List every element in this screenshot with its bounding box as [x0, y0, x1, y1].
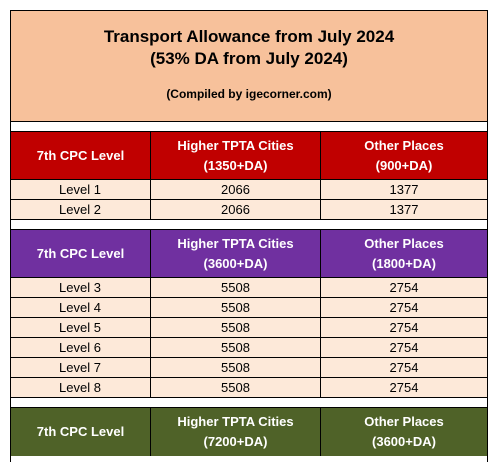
higher-amount-cell: 5508 — [151, 378, 321, 397]
header-row-levels-1-2: 7th CPC Level Higher TPTA Cities (1350+D… — [11, 132, 487, 180]
header-other-places-rate: (900+DA) — [375, 157, 433, 173]
header-higher-tpta-rate: (1350+DA) — [203, 157, 268, 173]
table-row: Level 3 5508 2754 — [11, 278, 487, 298]
header-higher-tpta-rate: (7200+DA) — [203, 434, 268, 449]
table-title: Transport Allowance from July 2024 — [103, 27, 395, 46]
other-amount-cell: 2754 — [389, 320, 419, 335]
table-row: Level 6 5508 2754 — [11, 338, 487, 358]
header-higher-tpta: Higher TPTA Cities (1350+DA) — [151, 132, 321, 179]
header-higher-tpta-title: Higher TPTA Cities — [177, 414, 294, 429]
header-other-places-title: Other Places — [364, 235, 444, 251]
header-higher-tpta: Higher TPTA Cities (7200+DA) — [151, 408, 321, 456]
other-amount-cell: 1377 — [389, 202, 419, 217]
header-other-places-rate: (1800+DA) — [372, 255, 436, 271]
header-other-places-title: Other Places — [364, 137, 444, 153]
higher-amount-cell: 2066 — [151, 200, 321, 219]
other-amount-cell: 2754 — [389, 380, 419, 395]
header-higher-tpta-rate: (3600+DA) — [203, 255, 268, 271]
header-higher-tpta: Higher TPTA Cities (3600+DA) — [151, 230, 321, 277]
allowance-table: Transport Allowance from July 2024 (53% … — [10, 10, 488, 462]
level-cell: Level 2 — [11, 200, 151, 219]
level-cell: Level 1 — [11, 180, 151, 199]
header-other-places-rate: (3600+DA) — [372, 434, 436, 449]
other-amount-cell: 2754 — [389, 300, 419, 315]
spacer-row — [11, 122, 487, 132]
table-row: Level 1 2066 1377 — [11, 180, 487, 200]
header-row-levels-9-plus: 7th CPC Level Higher TPTA Cities (7200+D… — [11, 408, 487, 456]
table-row: Level 8 5508 2754 — [11, 378, 487, 398]
level-cell: Level 8 — [11, 378, 151, 397]
table-row: Level 5 5508 2754 — [11, 318, 487, 338]
table-row: Level 7 5508 2754 — [11, 358, 487, 378]
level-cell: Level 6 — [11, 338, 151, 357]
other-amount-cell: 1377 — [389, 182, 419, 197]
table-row: Level 4 5508 2754 — [11, 298, 487, 318]
higher-amount-cell: 5508 — [151, 298, 321, 317]
level-cell: Level 5 — [11, 318, 151, 337]
level-cell: Level 4 — [11, 298, 151, 317]
header-other-places: Other Places (3600+DA) — [321, 408, 487, 456]
higher-amount-cell: 5508 — [151, 338, 321, 357]
table-row: Level 2 2066 1377 — [11, 200, 487, 220]
header-cpc-level: 7th CPC Level — [11, 408, 151, 456]
higher-amount-cell: 5508 — [151, 278, 321, 297]
header-other-places: Other Places (1800+DA) — [321, 230, 487, 277]
header-other-places: Other Places (900+DA) — [321, 132, 487, 179]
spacer-row — [11, 220, 487, 230]
header-higher-tpta-title: Higher TPTA Cities — [177, 137, 294, 153]
header-cpc-level: 7th CPC Level — [11, 230, 151, 277]
other-amount-cell: 2754 — [389, 340, 419, 355]
other-amount-cell: 2754 — [389, 360, 419, 375]
header-cpc-level: 7th CPC Level — [11, 132, 151, 179]
header-other-places-title: Other Places — [364, 414, 444, 429]
higher-amount-cell: 5508 — [151, 358, 321, 377]
compiled-by-note: (Compiled by igecorner.com) — [166, 87, 332, 101]
header-row-levels-3-8: 7th CPC Level Higher TPTA Cities (3600+D… — [11, 230, 487, 278]
higher-amount-cell: 2066 — [151, 180, 321, 199]
title-block: Transport Allowance from July 2024 (53% … — [11, 11, 487, 122]
other-amount-cell: 2754 — [389, 280, 419, 295]
level-cell: Level 7 — [11, 358, 151, 377]
table-subtitle: (53% DA from July 2024) — [150, 49, 348, 68]
header-higher-tpta-title: Higher TPTA Cities — [177, 235, 294, 251]
spacer-row — [11, 398, 487, 408]
level-cell: Level 3 — [11, 278, 151, 297]
higher-amount-cell: 5508 — [151, 318, 321, 337]
